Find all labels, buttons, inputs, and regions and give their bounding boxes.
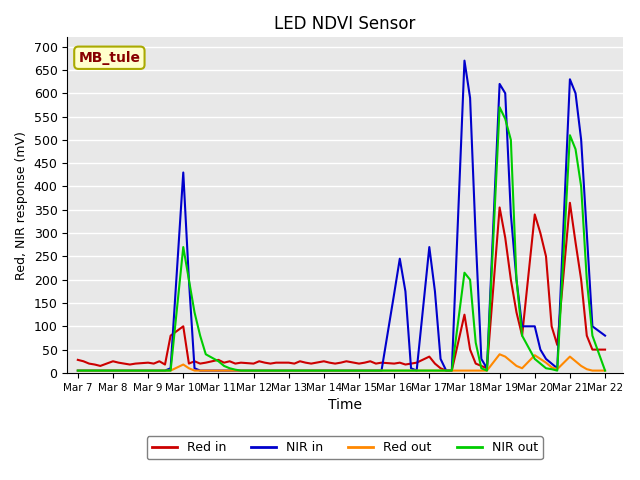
X-axis label: Time: Time [328, 398, 362, 412]
NIR in [342, 368, 350, 373]
Line: Red in: Red in [78, 203, 605, 371]
Line: NIR out: NIR out [78, 107, 605, 371]
Red out [501, 354, 509, 360]
Red in [426, 354, 433, 360]
Red in [407, 360, 415, 366]
NIR out [120, 368, 128, 373]
NIR in [501, 90, 509, 96]
Red out [342, 368, 350, 373]
NIR out [407, 368, 415, 373]
Red out [426, 368, 433, 373]
NIR out [501, 116, 509, 122]
Red in [501, 235, 509, 240]
Red out [120, 368, 128, 373]
Legend: Red in, NIR in, Red out, NIR out: Red in, NIR in, Red out, NIR out [147, 436, 543, 459]
Red in [566, 200, 573, 205]
Red in [342, 359, 350, 364]
NIR out [426, 368, 433, 373]
NIR in [255, 368, 263, 373]
Red out [255, 368, 263, 373]
NIR in [426, 244, 433, 250]
NIR in [601, 333, 609, 338]
NIR out [496, 104, 504, 110]
Y-axis label: Red, NIR response (mV): Red, NIR response (mV) [15, 131, 28, 279]
Red in [120, 360, 128, 366]
Red out [74, 368, 82, 373]
NIR in [74, 368, 82, 373]
NIR out [255, 368, 263, 373]
NIR out [601, 368, 609, 373]
Title: LED NDVI Sensor: LED NDVI Sensor [275, 15, 415, 33]
Red in [74, 357, 82, 363]
NIR out [74, 368, 82, 373]
NIR out [342, 368, 350, 373]
Red out [407, 368, 415, 373]
NIR in [407, 365, 415, 371]
Red in [255, 359, 263, 364]
NIR in [120, 368, 128, 373]
Red out [601, 368, 609, 373]
Line: Red out: Red out [78, 354, 605, 371]
Red out [496, 351, 504, 357]
Red in [442, 368, 450, 373]
NIR in [461, 58, 468, 63]
Text: MB_tule: MB_tule [78, 51, 140, 65]
Red in [601, 347, 609, 352]
Line: NIR in: NIR in [78, 60, 605, 371]
